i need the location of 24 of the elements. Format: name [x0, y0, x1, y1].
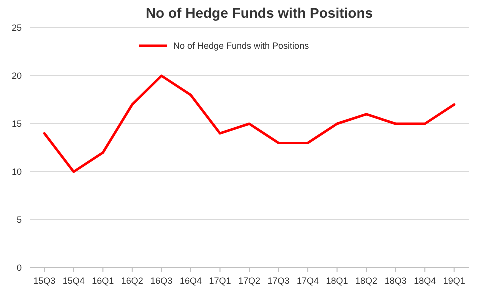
- x-tick-label: 15Q4: [62, 276, 85, 286]
- y-tick-label: 0: [16, 263, 22, 274]
- x-tick-label: 17Q4: [297, 276, 320, 286]
- x-tick-label: 16Q2: [121, 276, 144, 286]
- line-series: [43, 74, 456, 174]
- x-tick-label: 17Q3: [268, 276, 290, 286]
- x-tick-label: 17Q1: [209, 276, 232, 286]
- x-tick-label: 17Q2: [238, 276, 261, 286]
- x-tick-label: 18Q1: [326, 276, 348, 286]
- legend-label: No of Hedge Funds with Positions: [174, 41, 310, 52]
- x-tick-label: 18Q3: [384, 276, 407, 286]
- y-tick-label: 20: [12, 71, 22, 82]
- x-tick-label: 18Q4: [414, 276, 436, 286]
- x-tick-label: 15Q3: [34, 276, 56, 286]
- y-tick-label: 10: [12, 167, 22, 178]
- x-tick-label: 18Q2: [356, 276, 378, 286]
- x-tick-label: 16Q4: [180, 276, 202, 286]
- y-tick-label: 5: [16, 215, 22, 226]
- x-tick-label: 16Q1: [92, 276, 114, 286]
- chart-title: No of Hedge Funds with Positions: [146, 5, 374, 21]
- x-tick-label: 19Q1: [443, 276, 466, 286]
- y-tick-label: 25: [12, 23, 22, 34]
- y-tick-label: 15: [12, 119, 22, 130]
- x-tick-label: 16Q3: [150, 276, 173, 286]
